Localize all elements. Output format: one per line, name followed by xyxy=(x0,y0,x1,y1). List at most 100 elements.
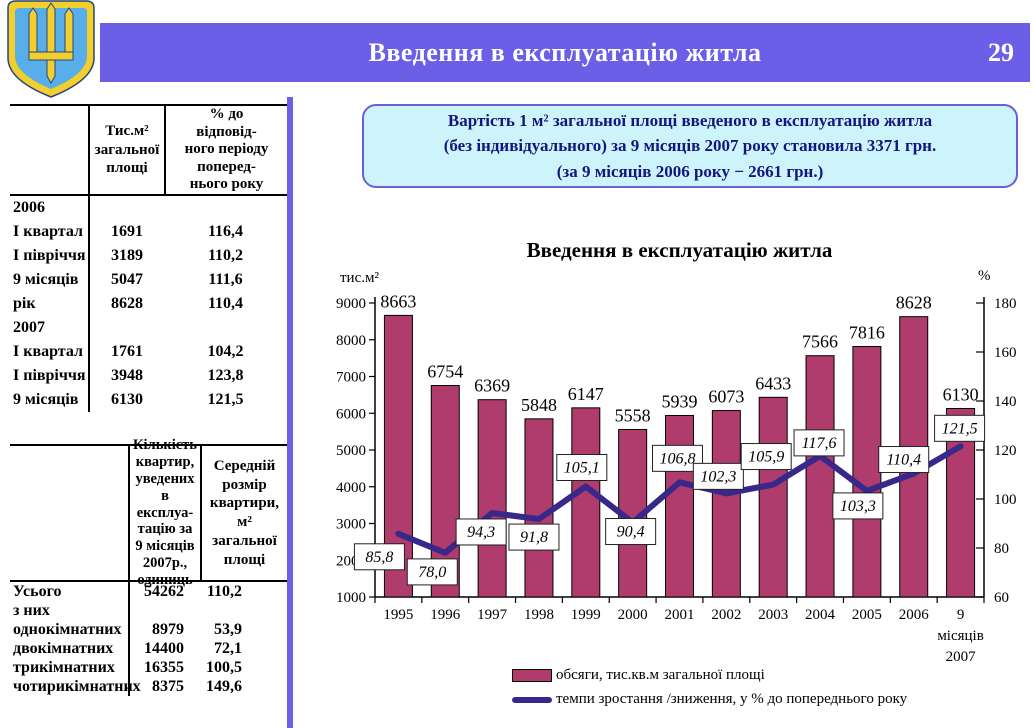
header-cell xyxy=(10,106,88,194)
table-row: І півріччя 3948 123,8 xyxy=(10,364,287,388)
table-cell: 16355 xyxy=(128,658,200,677)
table-row: однокімнатних 8979 53,9 xyxy=(10,620,287,639)
x-axis-labels: 1995 1996 1997 1998 1999 2000 2001 2002 2003 2004… xyxy=(383,607,983,665)
table-cell: 104,2 xyxy=(207,343,244,360)
svg-text:7816: 7816 xyxy=(849,323,885,343)
table-cell xyxy=(88,316,164,340)
table-cell: двокімнатних xyxy=(13,639,114,657)
line-swatch-icon xyxy=(512,696,552,703)
table-cell: 1761 xyxy=(88,340,164,364)
table-cell: з них xyxy=(13,601,50,619)
svg-text:2007: 2007 xyxy=(946,649,977,665)
table-cell: 2007 xyxy=(13,319,45,336)
table-cell: 110,2 xyxy=(207,247,244,264)
bar-swatch-icon xyxy=(512,669,552,682)
header-cell: Кількість квартир, уведених в експлуа- т… xyxy=(128,437,200,588)
table-row: 2007 xyxy=(10,316,287,340)
table-row: двокімнатних 14400 72,1 xyxy=(10,639,287,658)
table-row: з них xyxy=(10,601,287,620)
table-cell: І півріччя xyxy=(13,247,86,264)
svg-text:80: 80 xyxy=(994,541,1009,557)
period-table-body: 2006 І квартал 1691 116,4 І півріччя 3189 110,… xyxy=(10,196,287,412)
legend-label: обсяги, тис.кв.м загальної площі xyxy=(556,667,765,683)
table-cell: І квартал xyxy=(13,223,83,240)
right-axis-label: % xyxy=(978,268,991,284)
table-cell: 54262 xyxy=(128,582,200,601)
table-cell: трикімнатних xyxy=(13,658,115,676)
table-cell: чотирикімнатних xyxy=(13,677,141,695)
svg-text:2000: 2000 xyxy=(618,607,648,623)
table-row: 9 місяців 6130 121,5 xyxy=(10,388,287,412)
svg-text:2003: 2003 xyxy=(758,607,788,623)
header-cell: Тис.м² загальної площі xyxy=(88,106,164,194)
page-number: 29 xyxy=(988,37,1014,67)
table-row: І півріччя 3189 110,2 xyxy=(10,244,287,268)
svg-text:6147: 6147 xyxy=(568,384,604,404)
table-row: І квартал 1691 116,4 xyxy=(10,220,287,244)
table-cell xyxy=(164,316,287,340)
apartments-table: Кількість квартир, уведених в експлуа- т… xyxy=(10,437,287,696)
table-cell: однокімнатних xyxy=(13,620,122,638)
table-cell xyxy=(164,196,287,220)
svg-text:2005: 2005 xyxy=(852,607,882,623)
info-line-3: (за 9 місяців 2006 року − 2661 грн.) xyxy=(556,161,824,181)
legend-item-line: темпи зростання /зниження, у % до попере… xyxy=(512,691,907,708)
growth-line xyxy=(395,443,964,556)
svg-text:3000: 3000 xyxy=(336,517,366,533)
housing-chart: Введення в експлуатацію житла тис.м² % 1… xyxy=(295,230,1034,728)
info-box: Вартість 1 м² загальної площі введеного … xyxy=(362,104,1018,188)
svg-text:5939: 5939 xyxy=(662,391,698,411)
table-cell: 5047 xyxy=(88,268,164,292)
svg-text:5848: 5848 xyxy=(521,395,557,415)
svg-text:140: 140 xyxy=(994,394,1017,410)
table-cell: 3189 xyxy=(88,244,164,268)
table-cell: 149,6 xyxy=(206,677,242,695)
svg-text:121,5: 121,5 xyxy=(942,420,978,437)
apartments-table-body: Усього 54262 110,2 з них однокімнатних 8979 53… xyxy=(10,582,287,696)
svg-text:4000: 4000 xyxy=(336,480,366,496)
table-cell: Усього xyxy=(13,582,62,600)
header-cell xyxy=(10,446,128,580)
svg-text:1998: 1998 xyxy=(524,607,554,623)
svg-text:90,4: 90,4 xyxy=(617,524,645,541)
svg-text:6754: 6754 xyxy=(427,362,463,382)
svg-text:6073: 6073 xyxy=(708,387,744,407)
svg-text:8000: 8000 xyxy=(336,333,366,349)
svg-text:6369: 6369 xyxy=(474,376,510,396)
table-row: І квартал 1761 104,2 xyxy=(10,340,287,364)
table-row: 2006 xyxy=(10,196,287,220)
svg-text:1996: 1996 xyxy=(430,607,461,623)
table-cell xyxy=(128,601,200,620)
vertical-divider xyxy=(287,97,293,728)
svg-text:110,4: 110,4 xyxy=(886,452,921,469)
table-cell: 8375 xyxy=(128,677,200,696)
svg-text:9: 9 xyxy=(957,607,965,623)
table-cell: 72,1 xyxy=(214,639,242,657)
info-line-2: (без індивідуального) за 9 місяців 2007 … xyxy=(443,136,937,156)
table-cell: 8979 xyxy=(128,620,200,639)
svg-text:100: 100 xyxy=(994,492,1017,508)
svg-text:105,9: 105,9 xyxy=(748,449,784,466)
page-title: Введення в експлуатацію житла xyxy=(368,37,762,67)
table-row: рік 8628 110,4 xyxy=(10,292,287,316)
svg-text:120: 120 xyxy=(994,443,1017,459)
period-table: Тис.м² загальної площі % до відповід- но… xyxy=(10,104,287,412)
svg-text:8663: 8663 xyxy=(380,291,416,311)
apartments-table-header: Кількість квартир, уведених в експлуа- т… xyxy=(10,437,287,588)
table-cell: 110,4 xyxy=(207,295,244,312)
svg-text:180: 180 xyxy=(994,296,1017,312)
table-cell: 6130 xyxy=(88,388,164,412)
combo-chart: 1000 2000 3000 4000 5000 6000 7000 8000 9000 60 80… xyxy=(336,291,1017,665)
svg-text:5558: 5558 xyxy=(615,405,651,425)
table-cell: 110,2 xyxy=(206,582,242,600)
table-cell: 116,4 xyxy=(207,223,244,240)
table-cell: І квартал xyxy=(13,343,83,360)
svg-text:2001: 2001 xyxy=(665,607,695,623)
legend-label: темпи зростання /зниження, у % до попере… xyxy=(556,691,908,707)
svg-text:117,6: 117,6 xyxy=(802,435,837,452)
ukraine-coat-of-arms-icon xyxy=(7,0,95,98)
bars: 8663 6754 6369 5848 6147 5558 5939 6073 6433 7566… xyxy=(380,291,979,598)
table-cell: 9 місяців xyxy=(13,391,79,408)
svg-text:78,0: 78,0 xyxy=(418,564,446,581)
